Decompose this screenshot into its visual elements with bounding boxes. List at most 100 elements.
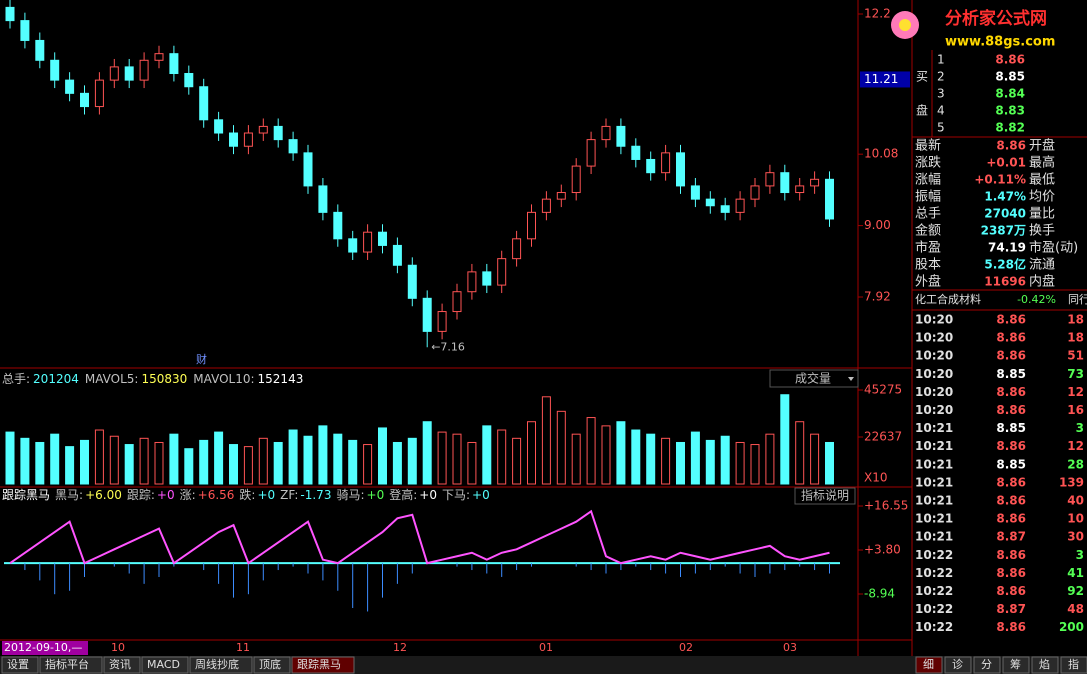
side-tab[interactable] xyxy=(1002,656,1030,674)
tick-volume: 3 xyxy=(1076,548,1084,562)
tick-volume: 41 xyxy=(1067,566,1084,580)
volume-bar xyxy=(154,441,164,485)
side-tab[interactable] xyxy=(1031,656,1059,674)
logo-icon xyxy=(899,19,911,31)
volume-bar xyxy=(810,433,820,485)
volume-bar xyxy=(676,441,685,485)
tick-time: 10:21 xyxy=(915,530,953,544)
tab-label[interactable]: 设置 xyxy=(7,658,29,671)
tick-price: 8.86 xyxy=(996,349,1026,363)
tab[interactable] xyxy=(103,656,141,674)
tab-label[interactable]: 顶底 xyxy=(259,657,281,671)
volume-bar xyxy=(780,394,790,485)
tab[interactable] xyxy=(253,656,291,674)
side-tab[interactable] xyxy=(915,656,943,674)
candle-body xyxy=(661,152,671,174)
tab-label[interactable]: 周线抄底 xyxy=(195,657,239,671)
candle-body xyxy=(765,172,775,187)
side-tab[interactable] xyxy=(944,656,972,674)
tick-time: 10:20 xyxy=(915,385,953,399)
candle-body xyxy=(214,119,224,134)
candle-body xyxy=(556,192,566,200)
side-tab[interactable] xyxy=(973,656,1001,674)
dropdown[interactable] xyxy=(769,369,859,388)
candle-body xyxy=(50,59,60,81)
header-label: 涨: xyxy=(180,487,196,502)
header-value: 201204 xyxy=(33,372,79,386)
x-start: 2012-09-10,— xyxy=(4,641,82,654)
tab[interactable] xyxy=(141,656,189,674)
tab[interactable] xyxy=(1,656,39,674)
tab[interactable] xyxy=(189,656,253,674)
button-label[interactable]: 指标说明 xyxy=(801,488,849,503)
tick-volume: 12 xyxy=(1067,385,1084,399)
stat-value: 5.28亿 xyxy=(984,257,1026,272)
candle-body xyxy=(348,238,358,253)
tick-price: 8.86 xyxy=(996,475,1026,489)
volume-bar xyxy=(482,425,492,485)
candle-body xyxy=(333,211,343,240)
candle-body xyxy=(735,198,745,213)
candle-body xyxy=(810,178,820,187)
dropdown-label[interactable]: 成交量 xyxy=(795,371,831,386)
level-index: 5 xyxy=(937,121,945,135)
side-tab-label[interactable]: 细 xyxy=(923,658,934,671)
candle-body xyxy=(378,231,387,246)
side-tab-label[interactable]: 指 xyxy=(1068,657,1079,671)
volume-bar xyxy=(467,441,477,485)
volume-bar xyxy=(80,439,89,485)
stat-value: 27040 xyxy=(984,207,1026,221)
side-label: 买 xyxy=(916,70,928,84)
button[interactable] xyxy=(794,487,856,505)
tick-price: 8.86 xyxy=(996,331,1026,345)
tick-price: 8.86 xyxy=(996,620,1026,634)
note: 财 xyxy=(196,352,207,366)
level-price: 8.82 xyxy=(995,121,1025,135)
tick-time: 10:20 xyxy=(915,331,953,345)
side-tab-label[interactable]: 诊 xyxy=(952,657,963,671)
volume-bar xyxy=(720,435,730,485)
side-tab-label[interactable]: 分 xyxy=(981,658,992,671)
volume-bar xyxy=(214,431,224,485)
tick-price: 8.86 xyxy=(996,439,1026,453)
tab-label[interactable]: 跟踪黑马 xyxy=(297,657,341,671)
side-label: 盘 xyxy=(916,103,928,118)
candle-body xyxy=(229,132,238,147)
candle-body xyxy=(646,158,656,174)
stat-right: 最低 xyxy=(1029,173,1055,188)
volume-bar xyxy=(690,431,700,485)
tab[interactable] xyxy=(39,656,103,674)
y-tick-label: +16.55 xyxy=(864,499,908,513)
tab[interactable] xyxy=(291,656,355,674)
tick-price: 8.87 xyxy=(996,602,1026,616)
tab-label[interactable]: 资讯 xyxy=(109,658,131,671)
candle-body xyxy=(720,205,730,213)
candle-body xyxy=(288,139,298,154)
header-label: 黑马: xyxy=(55,488,83,502)
level-index: 1 xyxy=(937,53,945,67)
volume-bar xyxy=(527,421,536,485)
tick-time: 10:20 xyxy=(915,403,953,417)
volume-bar xyxy=(94,429,104,485)
volume-bar xyxy=(199,439,209,485)
tick-volume: 51 xyxy=(1067,349,1084,363)
volume-bar xyxy=(765,433,775,485)
tick-volume: 12 xyxy=(1067,439,1084,453)
stat-value: 11696 xyxy=(984,275,1026,289)
stat-value: 8.86 xyxy=(996,139,1026,153)
candle-body xyxy=(586,139,596,167)
tab-label[interactable]: MACD xyxy=(147,658,180,671)
side-tab-label[interactable]: 筹 xyxy=(1010,657,1021,671)
tab-label[interactable]: 指标平台 xyxy=(45,657,89,671)
header-label: 下马: xyxy=(442,488,470,502)
side-tab-label[interactable]: 焰 xyxy=(1039,657,1050,671)
tick-price: 8.86 xyxy=(996,584,1026,598)
volume-bar xyxy=(825,441,834,485)
volume-bar xyxy=(392,441,402,485)
candle-body xyxy=(512,238,522,260)
header-value: +0 xyxy=(367,488,385,502)
header-label: 跌: xyxy=(239,487,255,502)
header-label: 登高: xyxy=(389,487,417,502)
side-tab[interactable] xyxy=(1060,656,1087,674)
